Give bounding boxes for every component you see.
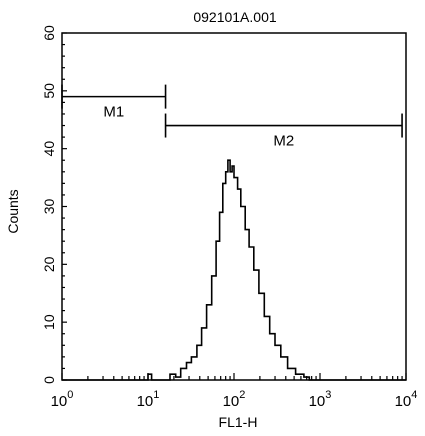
x-tick-label: 104 (395, 389, 418, 410)
y-axis-label: Counts (5, 189, 21, 233)
marker-m1-label: M1 (103, 104, 124, 121)
x-tick-label: 101 (137, 389, 160, 410)
x-axis-label: FL1-H (219, 414, 258, 430)
histogram-series-line (62, 159, 406, 381)
y-tick-label: 40 (41, 141, 57, 157)
plot-frame (61, 32, 407, 381)
y-tick-label: 10 (41, 314, 57, 330)
x-tick-label: 102 (223, 389, 246, 410)
x-axis: 100 101 102 103 104 (51, 373, 418, 410)
y-axis: 0 10 20 30 40 50 60 (41, 25, 67, 384)
marker-gates: M1 M2 (61, 84, 403, 150)
marker-m2-label: M2 (273, 133, 294, 150)
y-tick-label: 60 (41, 25, 57, 41)
x-tick-label: 103 (309, 389, 332, 410)
y-tick-label: 20 (41, 256, 57, 272)
y-tick-label: 0 (41, 376, 57, 384)
y-tick-label: 30 (41, 199, 57, 215)
chart-title: 092101A.001 (193, 9, 277, 25)
x-tick-label: 100 (51, 389, 74, 410)
y-tick-label: 50 (41, 83, 57, 99)
